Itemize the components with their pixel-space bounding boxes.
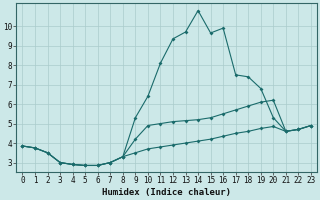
X-axis label: Humidex (Indice chaleur): Humidex (Indice chaleur) [102, 188, 231, 197]
